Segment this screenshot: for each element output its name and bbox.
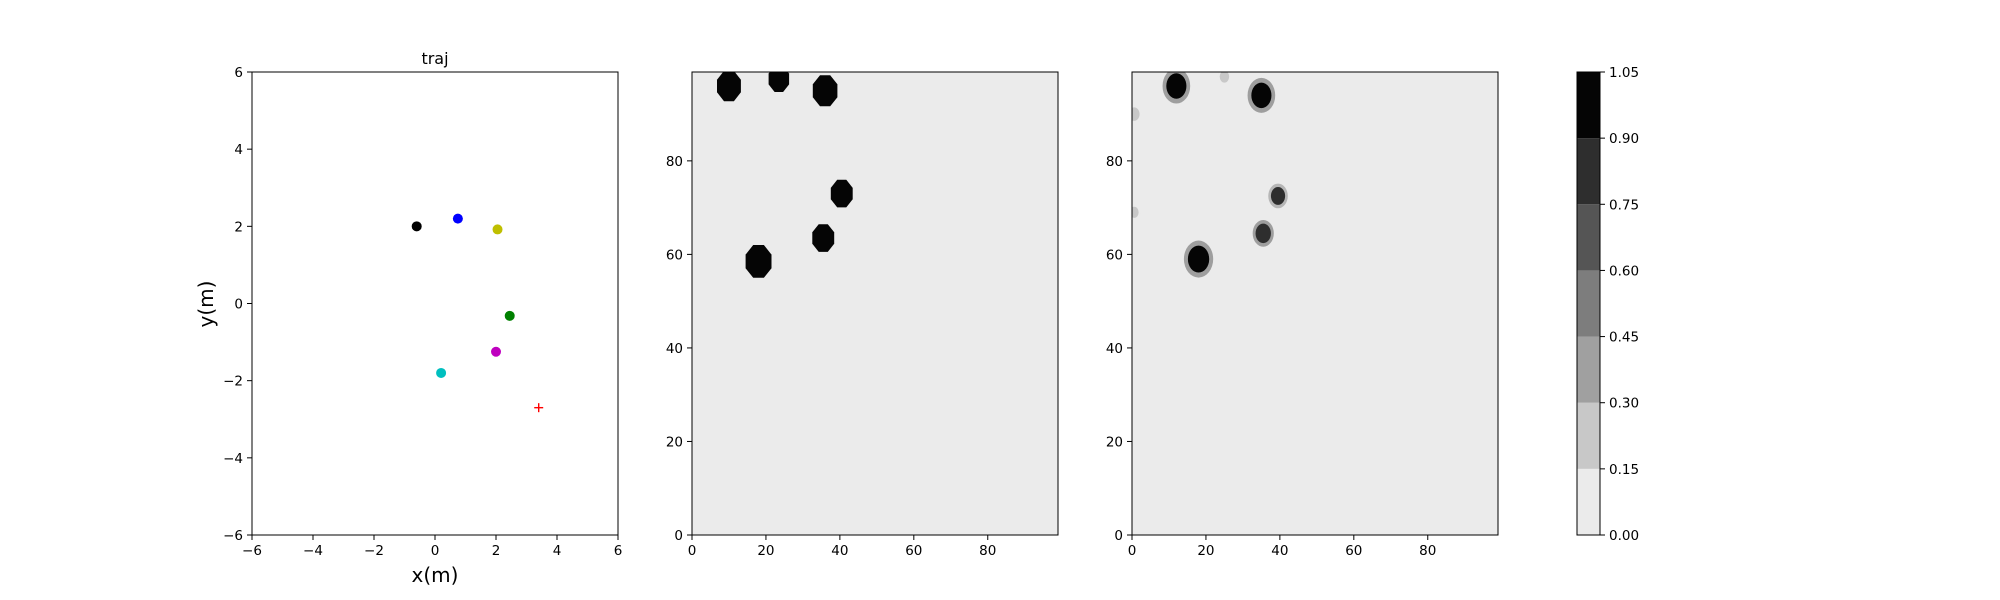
occupancy-map-1-y-ticks: 0 20 40 60 80 xyxy=(666,154,692,544)
occupancy-map-2-y-ticks: 0 20 40 60 80 xyxy=(1106,154,1132,544)
agent-point-1 xyxy=(411,221,422,232)
occupancy-map-1-x-ticks: 0 20 40 60 80 xyxy=(688,535,996,559)
x-tick-label: 0 xyxy=(431,543,440,559)
y-tick-label: −2 xyxy=(223,374,243,390)
traj-title: traj xyxy=(421,49,448,68)
y-tick-label: −4 xyxy=(223,451,243,467)
traj-panel: −6 −4 −2 0 2 4 6 −6 −4 −2 0 2 4 6 traj x(m) y(m) xyxy=(194,49,622,587)
occupancy-map-2-frame xyxy=(1131,71,1499,536)
colorbar-tick-label: 0.45 xyxy=(1609,330,1639,346)
colorbar-band xyxy=(1577,468,1600,535)
obstacle-cell xyxy=(1132,204,1141,221)
occupancy-map-1-background xyxy=(692,72,1058,535)
traj-y-axis-label: y(m) xyxy=(194,281,218,328)
agent-point-4 xyxy=(504,310,515,321)
y-tick-label: 40 xyxy=(1106,341,1123,357)
obstacle-cell xyxy=(1217,72,1231,85)
x-tick-label: 40 xyxy=(1271,543,1288,559)
agent-point-3 xyxy=(492,224,503,235)
colorbar-tick-label: 0.15 xyxy=(1609,462,1639,478)
occupancy-map-1-frame xyxy=(691,71,1059,536)
colorbar-bands xyxy=(1577,72,1600,535)
x-tick-label: 40 xyxy=(831,543,848,559)
colorbar-tick-label: 0.00 xyxy=(1609,528,1639,544)
colorbar: 0.00 0.15 0.30 0.45 0.60 0.75 0.90 1.05 xyxy=(1576,65,1639,544)
obstacle-cell xyxy=(1247,77,1276,113)
occupancy-map-2-x-ticks: 0 20 40 60 80 xyxy=(1128,535,1436,559)
colorbar-band xyxy=(1577,402,1600,469)
x-tick-label: 2 xyxy=(492,543,501,559)
colorbar-band xyxy=(1577,270,1600,337)
y-tick-label: 40 xyxy=(666,341,683,357)
traj-points xyxy=(411,213,544,413)
y-tick-label: 60 xyxy=(666,247,683,263)
obstacle-cell xyxy=(1183,240,1214,278)
occupancy-map-1-obstacles xyxy=(717,72,853,278)
x-tick-label: 20 xyxy=(1197,543,1214,559)
y-tick-label: 4 xyxy=(234,142,243,158)
x-tick-label: −2 xyxy=(364,543,384,559)
y-tick-label: 20 xyxy=(666,434,683,450)
obstacle-cell xyxy=(830,179,853,208)
occupancy-map-2-obstacles xyxy=(1132,72,1288,278)
x-tick-label: 60 xyxy=(905,543,922,559)
obstacle-cell xyxy=(812,75,838,107)
obstacle-cell xyxy=(812,224,835,252)
colorbar-band xyxy=(1577,336,1600,403)
x-tick-label: 0 xyxy=(1128,543,1137,559)
colorbar-band xyxy=(1577,204,1600,271)
occupancy-map-panel-2: 0 20 40 60 80 0 20 40 60 80 xyxy=(1106,71,1499,559)
x-tick-label: 4 xyxy=(553,543,562,559)
x-tick-label: 20 xyxy=(757,543,774,559)
y-tick-label: 20 xyxy=(1106,434,1123,450)
obstacle-cell xyxy=(717,72,741,102)
agent-point-2 xyxy=(452,213,463,224)
obstacle-cell xyxy=(745,245,772,278)
colorbar-tick-label: 1.05 xyxy=(1609,65,1639,81)
colorbar-tick-label: 0.90 xyxy=(1609,131,1639,147)
obstacle-cell xyxy=(768,72,790,92)
colorbar-band xyxy=(1577,138,1600,205)
occupancy-map-2-background xyxy=(1132,72,1498,535)
x-tick-label: −6 xyxy=(242,543,262,559)
colorbar-tick-label: 0.30 xyxy=(1609,396,1639,412)
agent-point-5 xyxy=(491,346,501,357)
x-tick-label: 0 xyxy=(688,543,697,559)
agent-point-6 xyxy=(436,367,447,378)
x-tick-label: 80 xyxy=(1419,543,1436,559)
obstacle-cell xyxy=(1268,183,1288,209)
y-tick-label: 0 xyxy=(674,528,683,544)
colorbar-tick-label: 0.75 xyxy=(1609,197,1639,213)
traj-x-axis-label: x(m) xyxy=(412,563,459,587)
colorbar-ticks: 0.00 0.15 0.30 0.45 0.60 0.75 0.90 1.05 xyxy=(1600,65,1639,544)
x-tick-label: −4 xyxy=(303,543,323,559)
occupancy-map-panel-1: 0 20 40 60 80 0 20 40 60 80 xyxy=(666,71,1059,559)
y-tick-label: −6 xyxy=(223,528,243,544)
obstacle-cell xyxy=(1132,104,1142,124)
y-tick-label: 2 xyxy=(234,219,243,235)
x-tick-label: 60 xyxy=(1345,543,1362,559)
colorbar-band xyxy=(1577,72,1600,139)
obstacle-cell xyxy=(1252,219,1274,247)
y-tick-label: 60 xyxy=(1106,247,1123,263)
traj-y-ticks: −6 −4 −2 0 2 4 6 xyxy=(223,65,252,544)
obstacle-cell xyxy=(1162,72,1191,104)
y-tick-label: 80 xyxy=(666,154,683,170)
colorbar-tick-label: 0.60 xyxy=(1609,263,1639,279)
y-tick-label: 0 xyxy=(234,297,243,313)
x-tick-label: 80 xyxy=(979,543,996,559)
x-tick-label: 6 xyxy=(614,543,623,559)
y-tick-label: 80 xyxy=(1106,154,1123,170)
goal-marker xyxy=(534,403,544,413)
traj-x-ticks: −6 −4 −2 0 2 4 6 xyxy=(242,535,622,559)
y-tick-label: 6 xyxy=(234,65,243,81)
colorbar-frame xyxy=(1576,71,1601,536)
y-tick-label: 0 xyxy=(1114,528,1123,544)
traj-plot-area xyxy=(252,72,618,535)
